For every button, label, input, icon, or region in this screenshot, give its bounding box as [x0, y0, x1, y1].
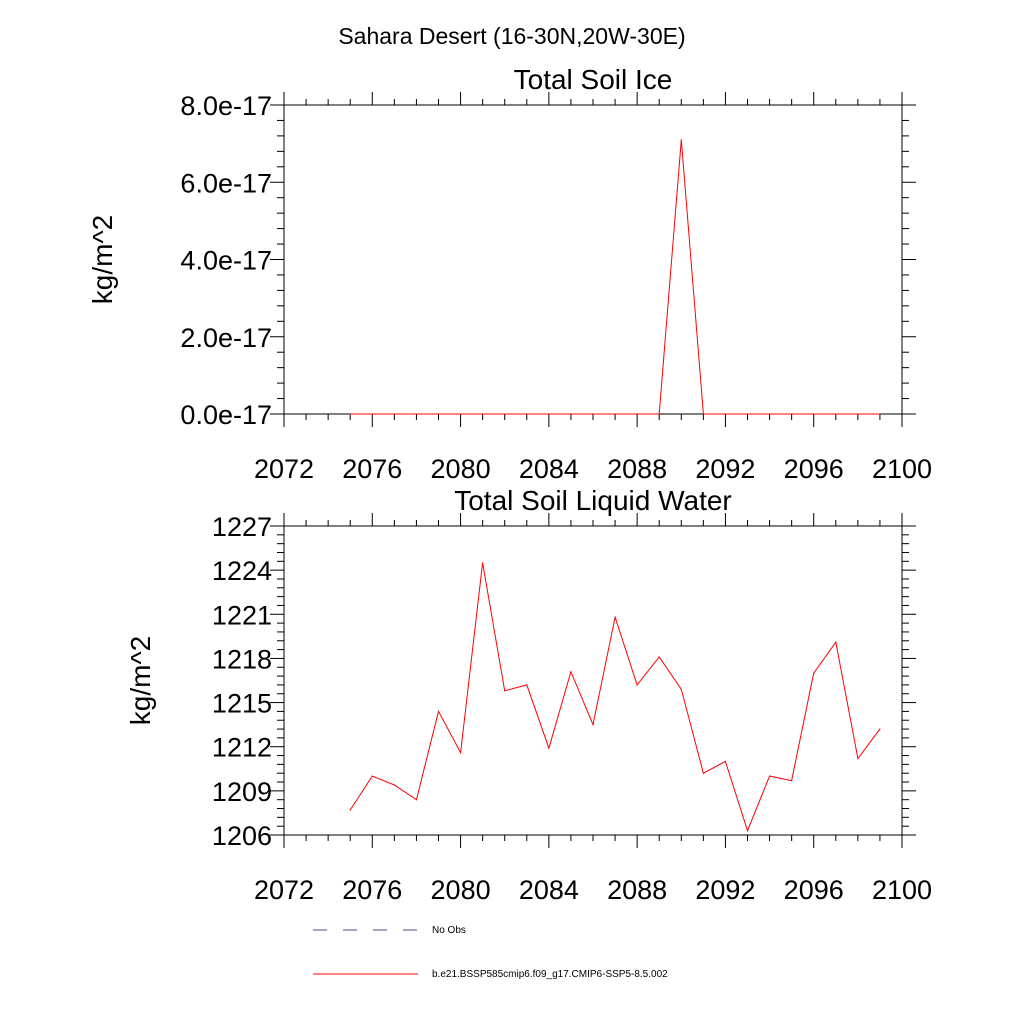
legend-no-obs-label: No Obs — [432, 925, 466, 936]
data-point — [460, 752, 462, 754]
x-tick-label: 2092 — [695, 454, 755, 484]
data-point — [592, 724, 594, 726]
chart-title: Total Soil Ice — [514, 64, 673, 95]
y-tick-label: 1224 — [212, 556, 272, 586]
y-tick-label: 0.0e-17 — [180, 400, 272, 430]
charts-layer: Total Soil Ice kg/m^2 2072 2076 2080 2084 2088… — [87, 64, 932, 905]
legend: No Obs b.e21.BSSP585cmip6.f09_g17.CMIP6-… — [313, 925, 668, 980]
data-point — [769, 775, 771, 777]
y-tick-label: 1221 — [212, 600, 272, 630]
data-point — [371, 413, 373, 415]
data-point — [835, 413, 837, 415]
data-point — [746, 830, 749, 832]
data-point — [570, 413, 572, 415]
data-point — [592, 413, 594, 415]
y-axis-label: kg/m^2 — [87, 215, 118, 304]
x-tick-label: 2080 — [431, 875, 491, 905]
x-tick-label: 2088 — [607, 875, 667, 905]
y-tick-label: 1218 — [212, 644, 272, 674]
data-point — [526, 413, 528, 415]
data-point — [769, 413, 771, 415]
data-point — [371, 775, 373, 777]
plot-frame — [283, 104, 903, 415]
data-point — [791, 780, 793, 782]
x-tick-label: 2084 — [519, 875, 579, 905]
x-tick-label: 2096 — [784, 454, 844, 484]
x-tick-label: 2096 — [784, 875, 844, 905]
data-point — [680, 139, 682, 141]
data-point — [636, 413, 638, 415]
data-point — [835, 641, 837, 643]
data-point — [570, 671, 572, 673]
data-point — [349, 413, 351, 415]
plot-frame — [283, 525, 903, 836]
data-point — [724, 413, 727, 415]
y-tick-label: 6.0e-17 — [180, 168, 272, 198]
data-point — [614, 616, 616, 618]
x-tick-label: 2076 — [342, 454, 402, 484]
data-point — [460, 413, 462, 415]
data-point — [879, 728, 881, 730]
x-tick-label: 2084 — [519, 454, 579, 484]
legend-model-label: b.e21.BSSP585cmip6.f09_g17.CMIP6-SSP5-8.… — [432, 969, 668, 980]
data-point — [702, 772, 705, 774]
y-tick-label: 8.0e-17 — [180, 91, 272, 121]
data-point — [724, 760, 727, 763]
data-point — [548, 747, 550, 749]
data-point — [393, 784, 395, 786]
data-point — [702, 413, 705, 415]
data-point — [857, 757, 859, 760]
data-point — [504, 690, 506, 692]
y-tick-label: 1215 — [212, 689, 272, 719]
figure-title: Sahara Desert (16-30N,20W-30E) — [338, 23, 685, 49]
data-point — [746, 413, 749, 415]
data-point — [658, 656, 660, 658]
data-point — [791, 413, 793, 415]
series-line-1 — [350, 139, 880, 415]
data-point — [437, 413, 440, 415]
x-tick-label: 2092 — [695, 875, 755, 905]
data-point — [658, 413, 660, 415]
series-line-1 — [349, 562, 881, 833]
x-tick-label: 2072 — [254, 875, 314, 905]
data-point — [813, 413, 815, 415]
data-point — [879, 413, 881, 415]
chart-panel-2: Total Soil Liquid Water kg/m^2 2072 2076 208… — [125, 485, 932, 905]
x-tick-label: 2100 — [872, 875, 932, 905]
data-point — [680, 688, 682, 690]
data-point — [636, 684, 638, 686]
data-point — [482, 413, 484, 415]
data-point — [504, 413, 506, 415]
y-tick-label: 1209 — [212, 777, 272, 807]
x-tick-label: 2100 — [872, 454, 932, 484]
data-point — [482, 562, 484, 564]
data-point — [813, 672, 815, 674]
data-point — [349, 809, 351, 811]
data-point — [548, 413, 550, 415]
y-tick-label: 4.0e-17 — [180, 246, 272, 276]
x-tick-label: 2080 — [431, 454, 491, 484]
data-point — [415, 413, 417, 415]
data-point — [857, 413, 859, 415]
data-point — [437, 710, 440, 713]
data-point — [614, 413, 616, 415]
y-tick-label: 2.0e-17 — [180, 323, 272, 353]
data-point — [393, 413, 395, 415]
y-axis-label: kg/m^2 — [125, 636, 156, 725]
y-tick-label: 1206 — [212, 821, 272, 851]
data-point — [526, 684, 528, 686]
chart-title: Total Soil Liquid Water — [454, 485, 732, 516]
x-tick-label: 2076 — [342, 875, 402, 905]
y-tick-label: 1227 — [212, 512, 272, 542]
data-point — [415, 799, 417, 801]
y-tick-label: 1212 — [212, 733, 272, 763]
x-tick-label: 2072 — [254, 454, 314, 484]
chart-panel-1: Total Soil Ice kg/m^2 2072 2076 2080 2084 2088… — [87, 64, 932, 484]
x-tick-label: 2088 — [607, 454, 667, 484]
